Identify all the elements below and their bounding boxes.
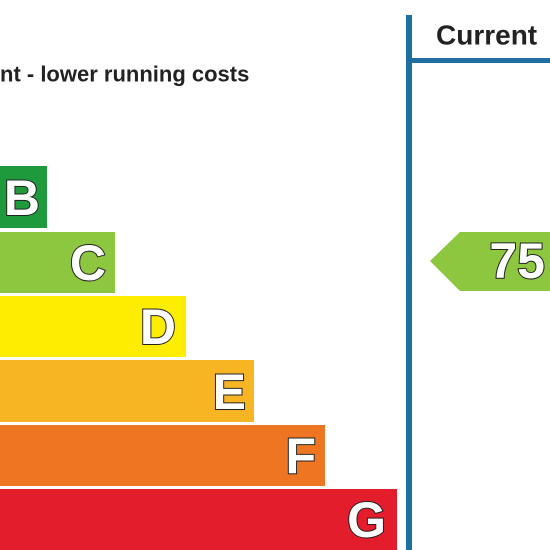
column-divider	[406, 15, 412, 550]
band-b	[0, 166, 47, 228]
band-c	[0, 232, 115, 293]
band-e	[0, 360, 254, 422]
band-letter: C	[70, 235, 106, 291]
band-letter: B	[4, 170, 40, 226]
band-letter: G	[347, 492, 386, 548]
header-rule	[406, 58, 550, 63]
subtitle: nt - lower running costs	[0, 62, 249, 87]
band-letter: E	[213, 364, 246, 420]
current-rating: 75	[489, 233, 545, 289]
current-arrow	[430, 232, 550, 291]
band-letter: D	[140, 299, 176, 355]
band-f	[0, 425, 325, 486]
band-d	[0, 296, 186, 357]
band-g	[0, 489, 397, 550]
column-header: Current	[436, 20, 537, 51]
band-letter: F	[285, 428, 316, 484]
